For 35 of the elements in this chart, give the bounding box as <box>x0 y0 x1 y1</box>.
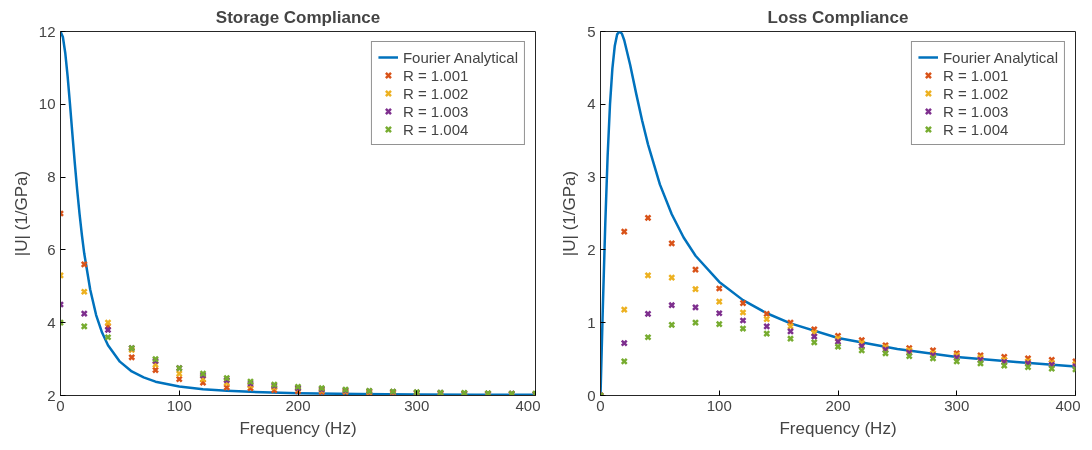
x-tick-label: 200 <box>285 396 311 414</box>
y-tick-label: 5 <box>587 22 596 40</box>
y-tick-label: 4 <box>47 313 56 331</box>
y-tick-label: 10 <box>38 95 56 113</box>
x-tick-label: 400 <box>1055 396 1081 414</box>
y-axis-title: |U| (1/GPa) <box>560 170 580 257</box>
x-tick-label: 400 <box>515 396 541 414</box>
y-tick-label: 4 <box>587 95 596 113</box>
legend-label: Fourier Analytical <box>942 48 1058 66</box>
legend-label: R = 1.001 <box>942 66 1009 84</box>
legend-label: R = 1.003 <box>402 102 469 120</box>
y-tick-label: 8 <box>47 168 56 186</box>
chart-title: Storage Compliance <box>215 7 381 27</box>
x-tick-label: 200 <box>825 396 851 414</box>
x-axis-title: Frequency (Hz) <box>779 418 897 438</box>
legend-label: R = 1.001 <box>402 66 469 84</box>
legend-label: R = 1.003 <box>942 102 1009 120</box>
x-tick-label: 300 <box>944 396 970 414</box>
chart-title: Loss Compliance <box>767 7 909 27</box>
y-tick-label: 2 <box>47 386 56 404</box>
legend-label: R = 1.002 <box>402 84 469 102</box>
x-axis-title: Frequency (Hz) <box>239 418 357 438</box>
legend-label: R = 1.004 <box>942 120 1009 138</box>
y-tick-label: 3 <box>587 168 596 186</box>
y-tick-label: 6 <box>47 240 56 258</box>
legend-label: R = 1.004 <box>402 120 469 138</box>
x-tick-label: 100 <box>166 396 192 414</box>
x-tick-label: 300 <box>404 396 430 414</box>
y-tick-label: 1 <box>587 313 596 331</box>
y-tick-label: 12 <box>38 22 56 40</box>
x-tick-label: 100 <box>706 396 732 414</box>
legend-label: Fourier Analytical <box>402 48 518 66</box>
legend-label: R = 1.002 <box>942 84 1009 102</box>
y-tick-label: 2 <box>587 240 596 258</box>
y-axis-title: |U| (1/GPa) <box>11 170 31 257</box>
